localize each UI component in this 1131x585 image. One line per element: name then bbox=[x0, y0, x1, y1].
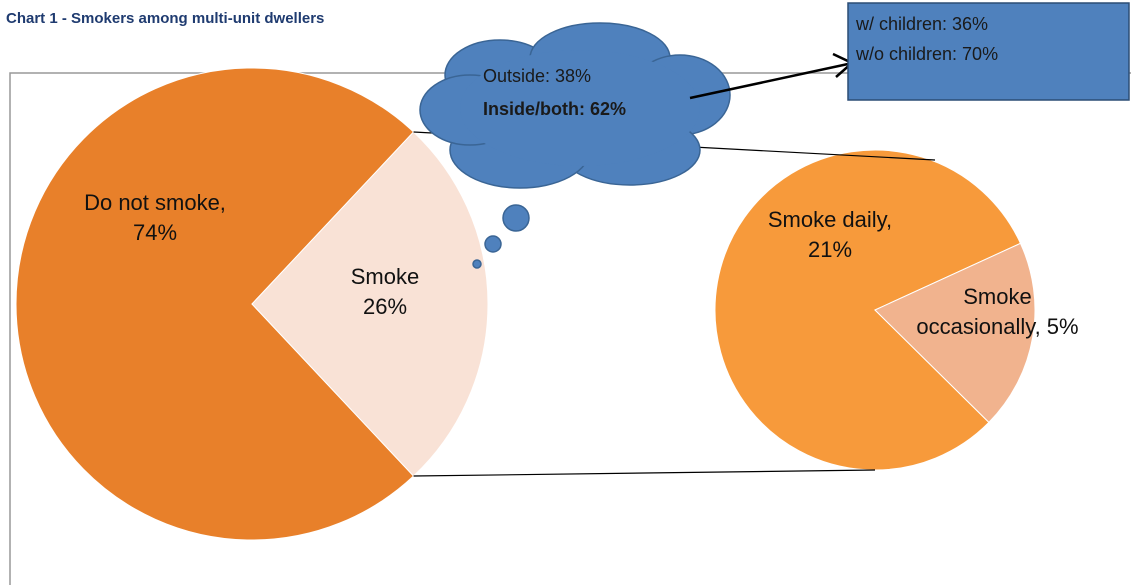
arrow bbox=[689, 62, 849, 100]
cloud bbox=[419, 22, 731, 269]
annotation: w/o children: 70% bbox=[856, 44, 999, 64]
pie-slice bbox=[251, 131, 489, 477]
callout-box bbox=[847, 2, 1130, 101]
annotation: Inside/both: 62% bbox=[483, 99, 627, 119]
chart-title: Chart 1 - Smokers among multi-unit dwell… bbox=[6, 10, 325, 27]
annotation: w/ children: 36% bbox=[856, 14, 989, 34]
data-label: Smoke daily, 21% bbox=[767, 207, 893, 262]
pie-slice bbox=[15, 67, 415, 541]
connector bbox=[413, 469, 876, 477]
annotation: Outside: 38% bbox=[483, 66, 592, 86]
data-label: Do not smoke, 74% bbox=[84, 190, 226, 245]
pie-slice bbox=[874, 242, 1036, 424]
data-label: Smoke occasionally, 5% bbox=[916, 284, 1079, 339]
pie-slice bbox=[714, 149, 1022, 471]
data-label: Smoke 26% bbox=[350, 264, 420, 319]
